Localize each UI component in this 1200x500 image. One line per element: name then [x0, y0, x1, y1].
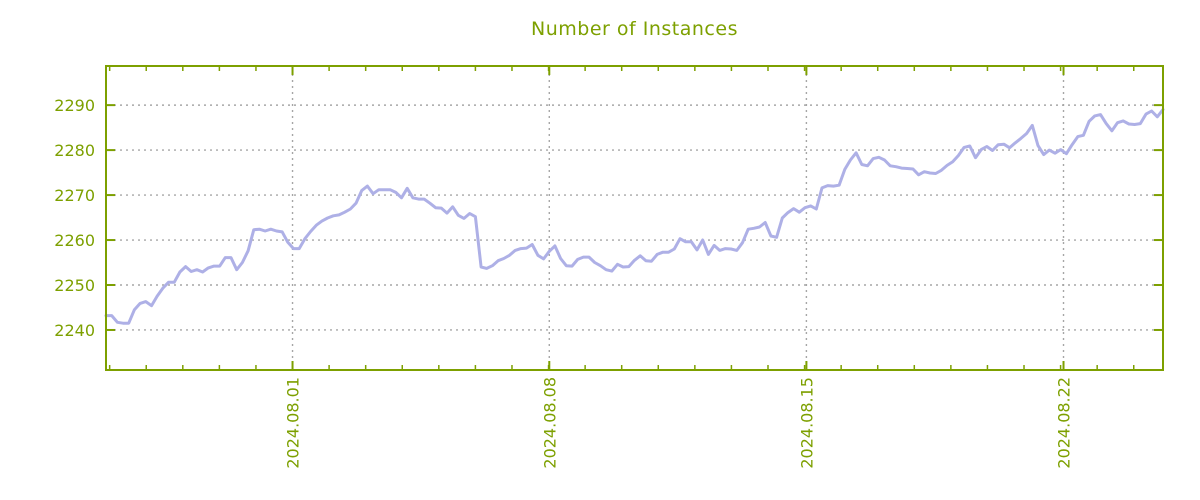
- x-tick-label: 2024.08.22: [1055, 377, 1074, 469]
- x-tick-label: 2024.08.08: [540, 377, 559, 469]
- x-tick-label: 2024.08.01: [284, 377, 303, 469]
- y-tick-label: 2280: [54, 141, 95, 160]
- y-tick-label: 2240: [54, 321, 95, 340]
- plot-border: [105, 65, 1164, 371]
- series-line: [104, 108, 1165, 325]
- y-tick-label: 2260: [54, 231, 95, 250]
- y-tick-label: 2270: [54, 186, 95, 205]
- y-tick-label: 2290: [54, 96, 95, 115]
- y-tick-label: 2250: [54, 276, 95, 295]
- x-tick-label: 2024.08.15: [797, 377, 816, 469]
- chart-title: Number of Instances: [531, 18, 738, 40]
